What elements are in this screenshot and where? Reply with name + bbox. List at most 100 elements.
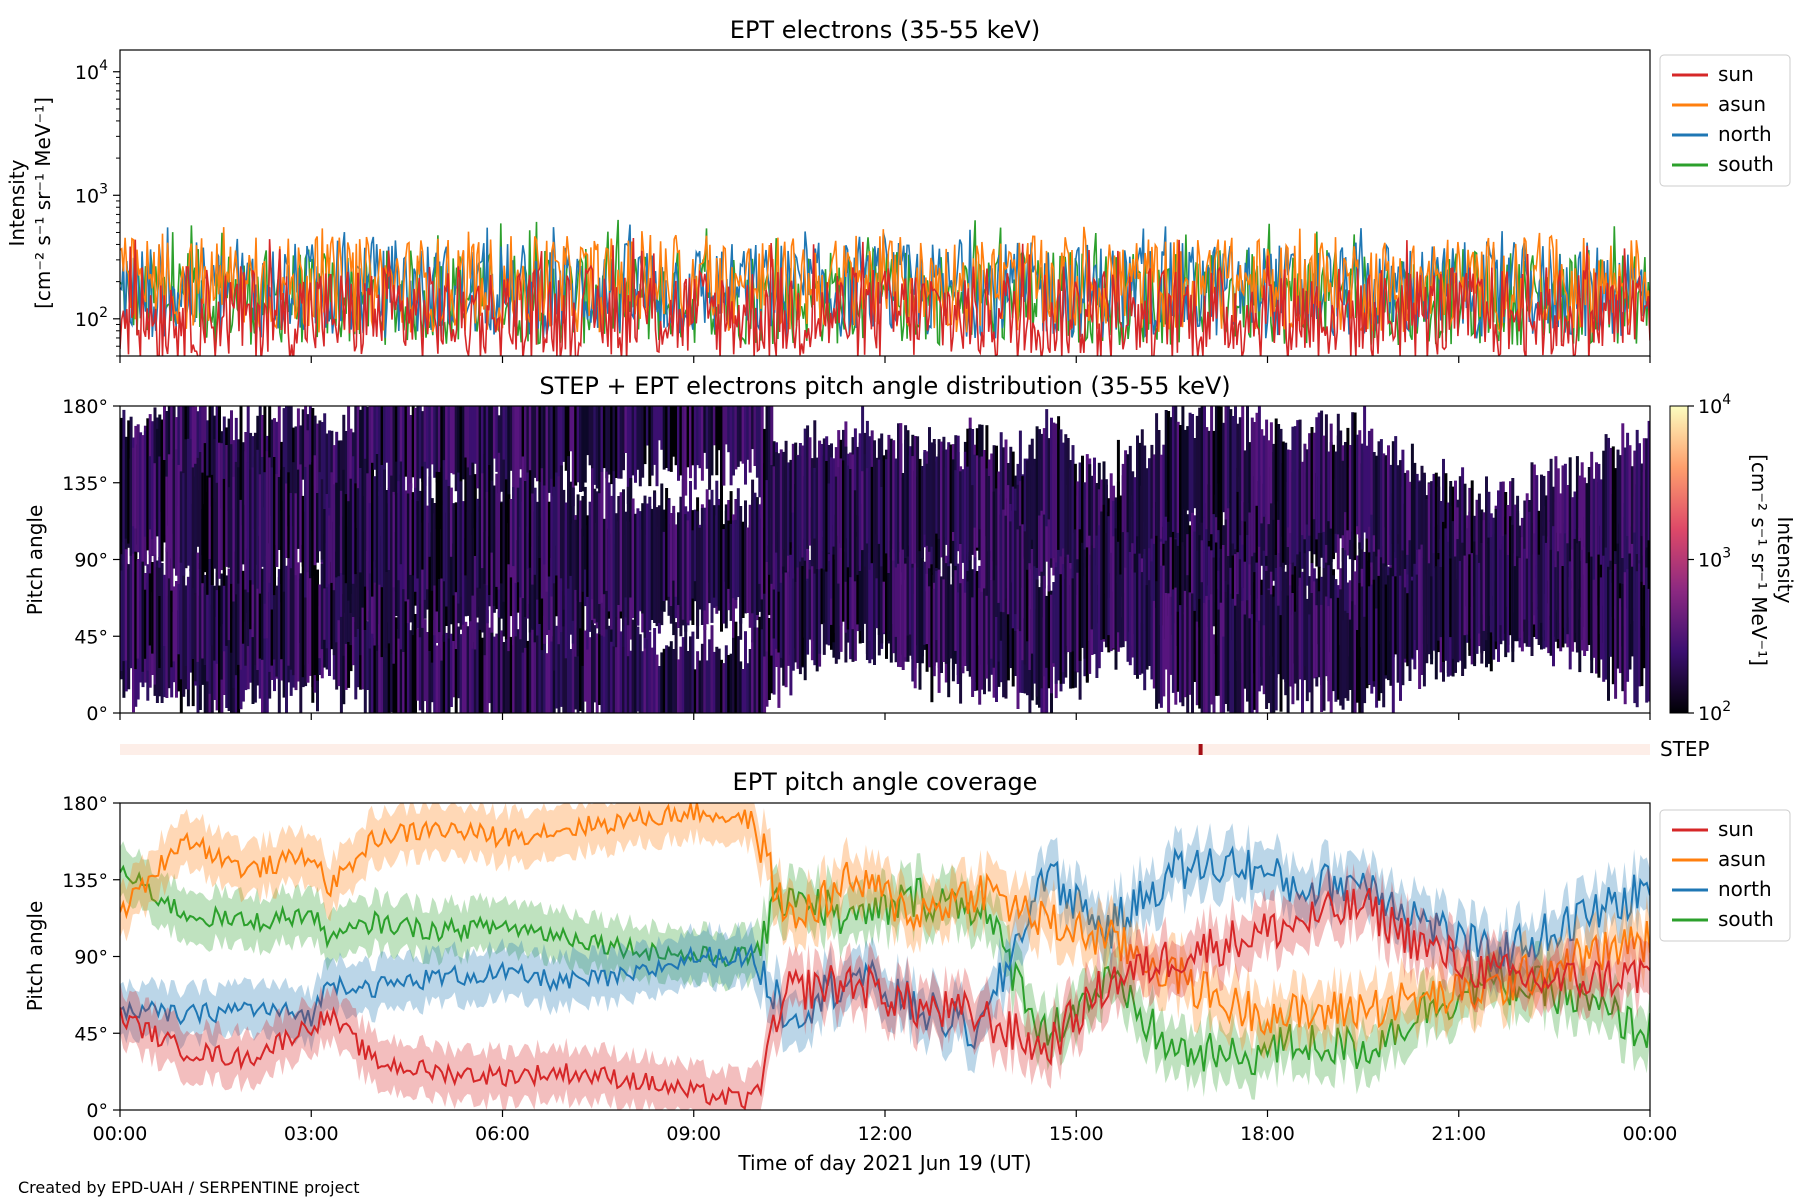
heatmap-cell bbox=[765, 533, 769, 652]
heatmap-cell bbox=[1298, 577, 1302, 680]
heatmap-cell bbox=[1544, 542, 1548, 648]
heatmap-cell bbox=[1217, 609, 1221, 696]
heatmap-cell bbox=[1630, 501, 1634, 624]
heatmap-cell bbox=[1140, 572, 1144, 674]
heatmap-cell bbox=[1226, 584, 1230, 712]
heatmap-cell bbox=[882, 455, 886, 582]
heatmap-cell bbox=[316, 423, 319, 537]
heatmap-cell bbox=[1059, 574, 1063, 684]
heatmap-cell bbox=[409, 415, 413, 489]
heatmap-cell bbox=[1341, 460, 1345, 536]
heatmap-cell bbox=[1002, 447, 1006, 554]
heatmap-cell bbox=[985, 574, 989, 679]
heatmap-cell bbox=[220, 573, 224, 680]
heatmap-cell bbox=[741, 521, 745, 604]
heatmap-cell bbox=[280, 546, 284, 660]
heatmap-cell bbox=[495, 406, 499, 472]
heatmap-cell bbox=[655, 654, 659, 713]
heatmap-cell bbox=[1138, 553, 1142, 675]
heatmap-cell bbox=[708, 406, 712, 490]
heatmap-cell bbox=[289, 544, 293, 670]
heatmap-cell bbox=[1540, 551, 1543, 623]
heatmap-cell bbox=[426, 406, 429, 469]
heatmap-cell bbox=[485, 491, 489, 586]
heatmap-cell bbox=[1602, 555, 1606, 682]
heatmap-cell bbox=[559, 617, 563, 707]
heatmap-cell bbox=[1315, 417, 1319, 540]
heatmap-cell bbox=[1210, 485, 1214, 608]
heatmap-cell bbox=[600, 472, 604, 603]
y-tick-label: 180° bbox=[62, 793, 108, 815]
heatmap-cell bbox=[146, 418, 150, 551]
heatmap-cell bbox=[1265, 570, 1269, 709]
heatmap-cell bbox=[227, 487, 231, 568]
heatmap-cell bbox=[273, 539, 276, 660]
heatmap-cell bbox=[328, 515, 331, 585]
heatmap-cell bbox=[201, 555, 205, 659]
heatmap-cell bbox=[1451, 521, 1455, 659]
heatmap-cell bbox=[380, 465, 384, 588]
heatmap-cell bbox=[270, 576, 274, 666]
heatmap-cell bbox=[856, 446, 860, 575]
heatmap-cell bbox=[452, 624, 456, 698]
heatmap-cell bbox=[567, 406, 570, 478]
heatmap-cell bbox=[932, 588, 936, 677]
heatmap-cell bbox=[399, 624, 403, 713]
heatmap-cell bbox=[375, 406, 379, 489]
heatmap-cell bbox=[241, 619, 245, 702]
heatmap-cell bbox=[1327, 451, 1331, 522]
heatmap-cell bbox=[1229, 593, 1233, 713]
heatmap-cell bbox=[1635, 429, 1639, 554]
heatmap-cell bbox=[1616, 543, 1620, 669]
heatmap-cell bbox=[679, 496, 683, 607]
heatmap-cell bbox=[1633, 496, 1637, 609]
heatmap-cell bbox=[198, 406, 202, 491]
heatmap-cell bbox=[1382, 453, 1386, 564]
heatmap-cell bbox=[426, 505, 429, 590]
heatmap-cell bbox=[1449, 481, 1453, 565]
heatmap-cell bbox=[975, 573, 979, 683]
heatmap-cell bbox=[1210, 406, 1214, 535]
heatmap-cell bbox=[418, 490, 422, 604]
heatmap-cell bbox=[227, 568, 231, 641]
legend-label-sun: sun bbox=[1718, 817, 1754, 841]
heatmap-cell bbox=[1257, 406, 1261, 547]
heatmap-cell bbox=[636, 508, 640, 626]
heatmap-cell bbox=[1473, 541, 1477, 667]
step-strip: STEP bbox=[120, 737, 1710, 761]
heatmap-cell bbox=[1054, 567, 1058, 684]
heatmap-cell bbox=[179, 471, 183, 563]
heatmap-cell bbox=[239, 499, 243, 577]
heatmap-cell bbox=[631, 498, 635, 610]
heatmap-cell bbox=[186, 438, 190, 566]
heatmap-cell bbox=[1597, 554, 1601, 678]
heatmap-cell bbox=[1281, 590, 1285, 680]
heatmap-cell bbox=[617, 496, 621, 605]
heatmap-cell bbox=[1038, 462, 1041, 576]
heatmap-cell bbox=[1427, 483, 1431, 571]
heatmap-cell bbox=[1554, 456, 1558, 589]
heatmap-cell bbox=[222, 416, 226, 491]
heatmap-cell bbox=[1207, 430, 1211, 541]
heatmap-cell bbox=[280, 469, 284, 584]
heatmap-cell bbox=[1238, 607, 1242, 713]
heatmap-cell bbox=[519, 477, 523, 598]
heatmap-cell bbox=[844, 549, 848, 633]
heatmap-cell bbox=[1561, 465, 1565, 605]
heatmap-cell bbox=[598, 632, 602, 705]
heatmap-cell bbox=[789, 554, 793, 696]
heatmap-cell bbox=[385, 596, 389, 713]
heatmap-cell bbox=[509, 406, 513, 471]
heatmap-cell bbox=[825, 512, 829, 645]
heatmap-cell bbox=[581, 406, 585, 492]
heatmap-cell bbox=[351, 456, 355, 584]
heatmap-cell bbox=[622, 615, 625, 713]
heatmap-cell bbox=[971, 429, 975, 536]
heatmap-cell bbox=[861, 471, 865, 551]
heatmap-cell bbox=[1052, 582, 1056, 664]
heatmap-cell bbox=[985, 468, 989, 596]
heatmap-cell bbox=[911, 456, 915, 564]
heatmap-cell bbox=[361, 619, 365, 690]
heatmap-cell bbox=[1219, 602, 1223, 713]
heatmap-cell bbox=[1159, 454, 1163, 539]
